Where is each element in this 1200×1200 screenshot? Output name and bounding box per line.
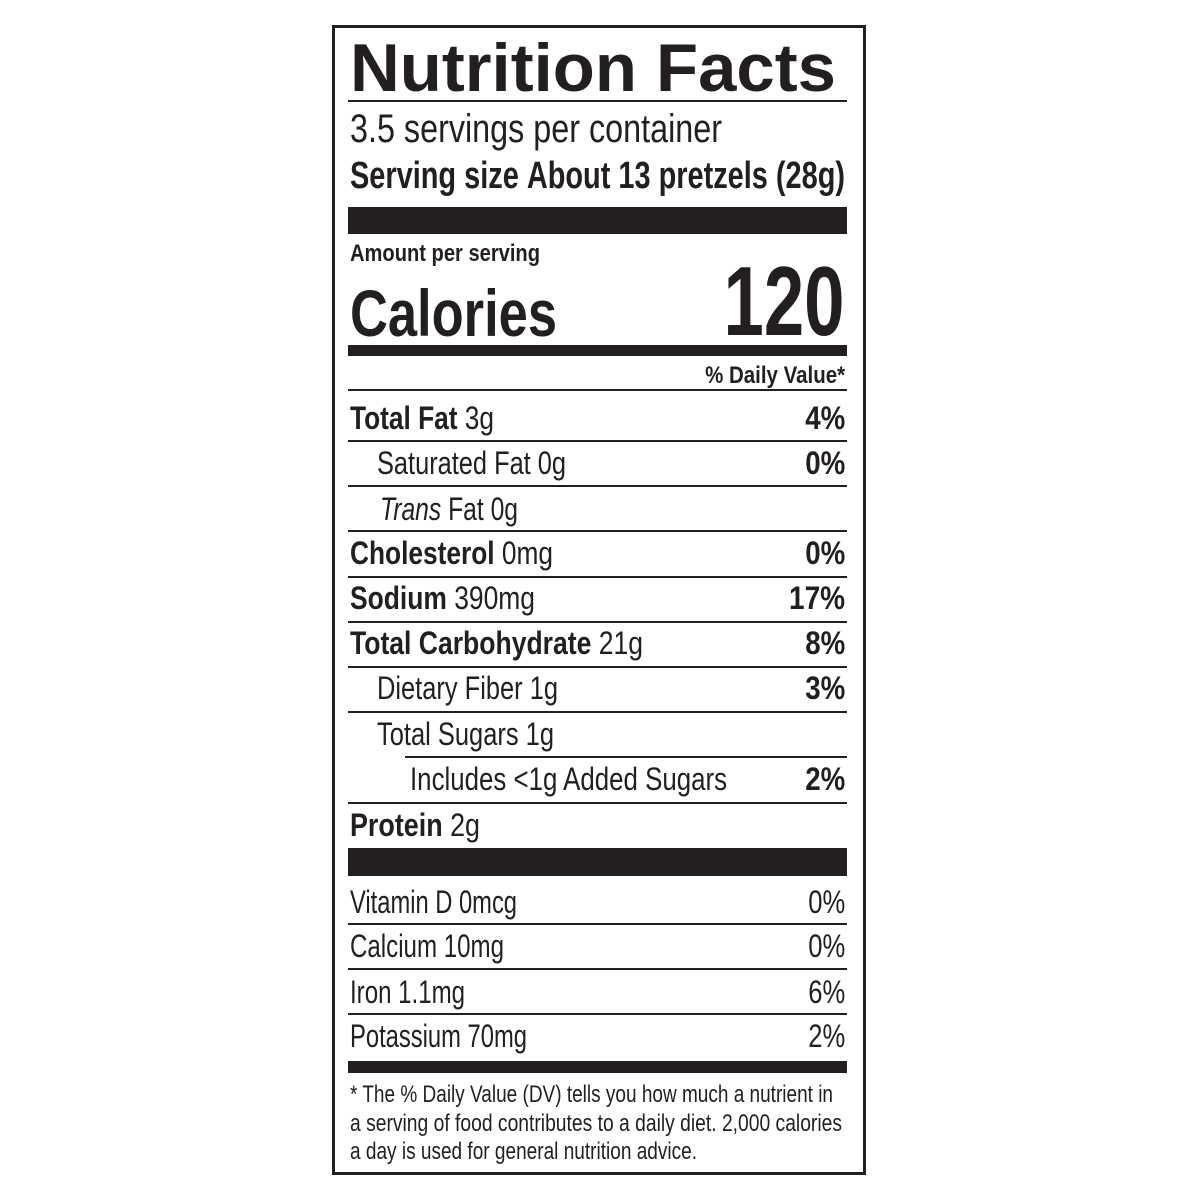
divider: [348, 923, 847, 925]
dv-potassium: 2%: [808, 1018, 845, 1054]
serving-size: Serving size About 13 pretzels (28g): [350, 157, 845, 195]
nutrition-facts-panel: [332, 25, 866, 1175]
nutrient-added-sugars: Includes <1g Added Sugars: [410, 761, 727, 797]
divider: [348, 485, 847, 487]
nutrient-saturated-fat: Saturated Fat 0g: [377, 445, 566, 481]
divider: [348, 530, 847, 532]
calcium: Calcium 10mg: [350, 928, 504, 964]
nutrient-trans-fat: Trans Fat 0g: [380, 491, 518, 527]
footnote-line: * The % Daily Value (DV) tells you how m…: [350, 1081, 833, 1108]
medium-bar: [348, 1061, 847, 1073]
nutrient-total-fat: Total Fat 3g: [350, 400, 494, 436]
divider: [348, 100, 847, 102]
divider: [348, 802, 847, 804]
medium-bar: [348, 345, 847, 356]
dv-cholesterol: 0%: [805, 535, 845, 571]
divider: [348, 440, 847, 442]
dv-dietary-fiber: 3%: [805, 670, 845, 706]
nutrient-total-carbohydrate: Total Carbohydrate 21g: [350, 625, 643, 661]
nutrient-dietary-fiber: Dietary Fiber 1g: [377, 670, 558, 706]
nutrient-cholesterol: Cholesterol 0mg: [350, 535, 553, 571]
daily-value-header: % Daily Value*: [705, 362, 845, 389]
divider: [405, 756, 847, 758]
servings-per-container: 3.5 servings per container: [350, 107, 722, 151]
footnote-line: a serving of food contributes to a daily…: [350, 1110, 842, 1137]
amount-per-serving: Amount per serving: [350, 240, 540, 267]
potassium: Potassium 70mg: [350, 1018, 527, 1054]
calories-value: 120: [724, 246, 845, 356]
divider: [348, 621, 847, 623]
dv-total-fat: 4%: [805, 400, 845, 436]
divider: [348, 389, 847, 391]
dv-added-sugars: 2%: [805, 761, 845, 797]
dv-iron: 6%: [808, 974, 845, 1010]
dv-vitamin-d: 0%: [808, 884, 845, 920]
nutrient-total-sugars: Total Sugars 1g: [377, 716, 554, 752]
divider: [348, 576, 847, 578]
dv-calcium: 0%: [808, 928, 845, 964]
iron: Iron 1.1mg: [350, 974, 465, 1010]
nutrient-sodium: Sodium 390mg: [350, 580, 535, 616]
divider: [348, 666, 847, 668]
divider: [348, 968, 847, 970]
dv-total-carbohydrate: 8%: [805, 625, 845, 661]
calories-label: Calories: [350, 276, 557, 350]
panel-title: Nutrition Facts: [350, 30, 836, 106]
dv-saturated-fat: 0%: [805, 445, 845, 481]
nutrient-protein: Protein 2g: [350, 807, 480, 843]
serving-size-value: About 13 pretzels (28g): [526, 155, 845, 197]
serving-size-label: Serving size: [350, 155, 519, 197]
thick-bar: [348, 848, 847, 876]
divider: [348, 711, 847, 713]
vitamin-d: Vitamin D 0mcg: [350, 884, 517, 920]
divider: [348, 1013, 847, 1015]
footnote-line: a day is used for general nutrition advi…: [350, 1138, 697, 1165]
thick-bar: [348, 207, 847, 234]
dv-sodium: 17%: [789, 580, 845, 616]
